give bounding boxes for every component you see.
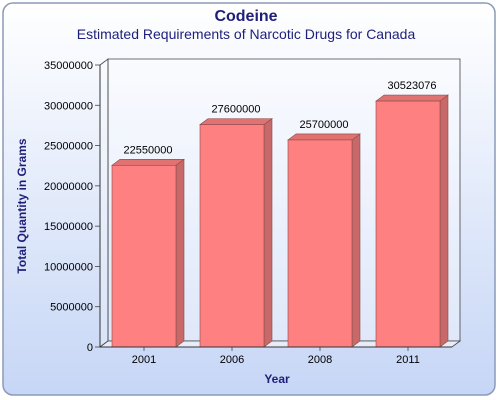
- y-tick-label: 35000000: [44, 60, 93, 72]
- bar: [375, 100, 441, 348]
- x-tick-label: 2006: [220, 354, 244, 366]
- plot-area: 0 5000000 10000000 15000000 20000000 25000000…: [44, 58, 462, 366]
- bar-side: [175, 158, 185, 348]
- x-tick-label: 2008: [308, 354, 332, 366]
- data-label: 30523076: [388, 80, 437, 92]
- data-label: 27600000: [212, 104, 261, 116]
- bar-top: [375, 94, 449, 102]
- bar-side: [263, 118, 273, 348]
- bar-top: [199, 118, 273, 125]
- y-tick-label: 25000000: [44, 141, 93, 153]
- bar-top: [111, 159, 185, 166]
- y-tick-label: 0: [87, 342, 93, 354]
- bar-side: [439, 94, 449, 348]
- bar-top: [287, 133, 361, 141]
- bar-side: [351, 133, 361, 348]
- x-tick-label: 2011: [396, 354, 420, 366]
- x-axis-title: Year: [264, 372, 290, 386]
- y-tick-label: 20000000: [44, 181, 93, 193]
- bar: [287, 139, 353, 348]
- y-tick-label: 5000000: [50, 302, 93, 314]
- y-tick-label: 30000000: [44, 100, 93, 112]
- data-label: 22550000: [124, 144, 173, 156]
- y-axis-title: Total Quantity in Grams: [15, 138, 29, 273]
- bar: [199, 124, 265, 348]
- plot-side-wall: [99, 58, 109, 348]
- y-tick-label: 10000000: [44, 261, 93, 273]
- data-label: 25700000: [300, 119, 349, 131]
- x-tick-label: 2001: [132, 354, 156, 366]
- chart-title: Codeine: [214, 8, 277, 25]
- chart-subtitle: Estimated Requirements of Narcotic Drugs…: [77, 26, 416, 42]
- y-tick-label: 15000000: [44, 221, 93, 233]
- bar: [111, 165, 177, 348]
